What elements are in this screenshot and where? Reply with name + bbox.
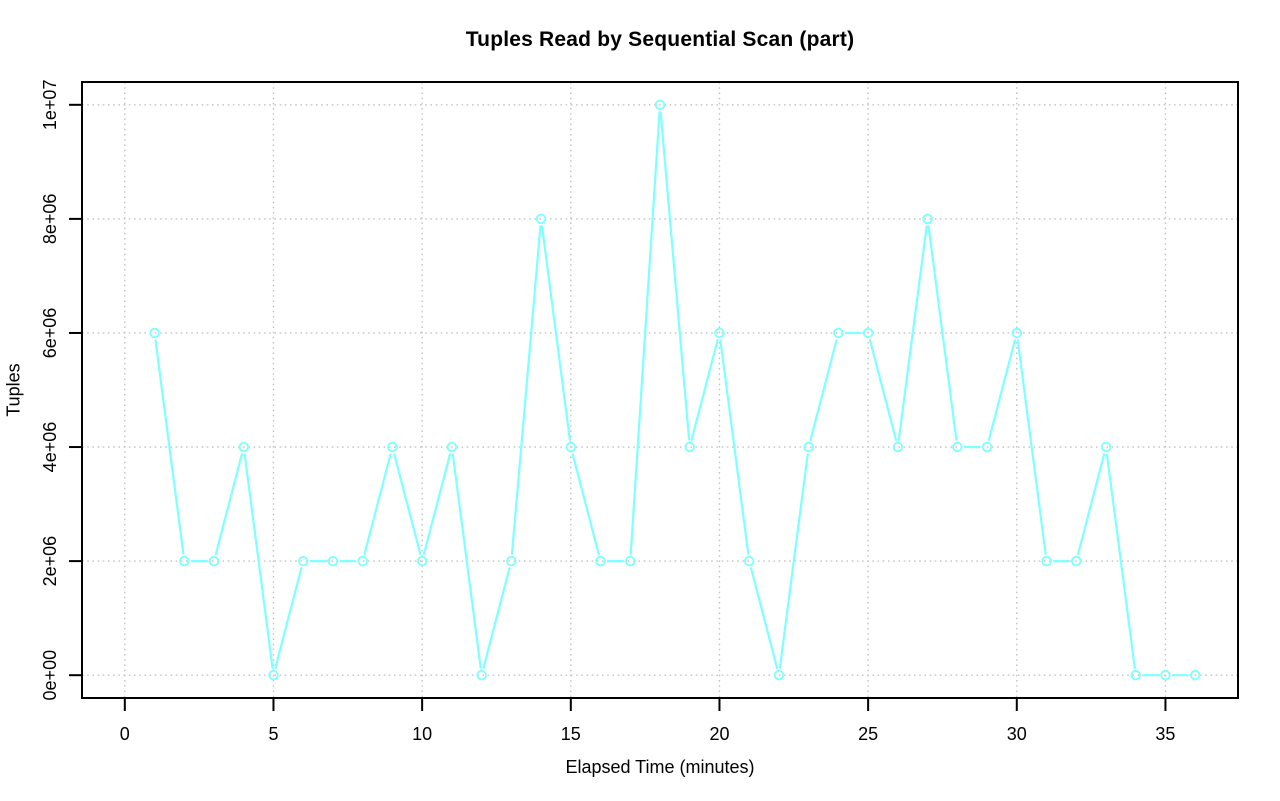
- data-point: [1041, 555, 1052, 567]
- series-segment: [987, 339, 1016, 441]
- chart-title: Tuples Read by Sequential Scan (part): [465, 28, 855, 51]
- data-point: [654, 99, 666, 111]
- series-segment: [540, 225, 571, 441]
- x-tick-label: 10: [412, 724, 432, 744]
- x-tick-label: 20: [709, 724, 729, 744]
- data-point: [595, 555, 606, 567]
- data-point: [1189, 669, 1201, 681]
- x-tick-label: 0: [120, 724, 130, 744]
- series-segment: [659, 111, 691, 441]
- series-segment: [1077, 453, 1106, 555]
- data-point: [297, 555, 309, 567]
- x-tick-label: 30: [1007, 724, 1027, 744]
- data-point: [327, 555, 339, 567]
- series-segment: [868, 339, 898, 441]
- x-axis-title: Elapsed Time (minutes): [565, 757, 755, 777]
- data-point: [684, 441, 695, 453]
- series-segment: [422, 453, 452, 555]
- data-point: [149, 327, 160, 339]
- data-point: [208, 555, 220, 567]
- y-tick-label: 2e+06: [40, 536, 60, 587]
- y-tick-label: 8e+06: [40, 194, 60, 245]
- data-point: [476, 669, 487, 681]
- series-segment: [897, 225, 928, 441]
- series-segment: [243, 453, 274, 669]
- series-segment: [927, 225, 958, 441]
- y-tick-label: 0e+00: [40, 650, 60, 701]
- data-point: [1130, 669, 1141, 681]
- data-point: [565, 441, 577, 453]
- data-point: [357, 555, 368, 567]
- series-segment: [778, 453, 809, 669]
- series-segment: [154, 339, 185, 555]
- x-tick-label: 5: [268, 724, 278, 744]
- x-tick-label: 15: [561, 724, 581, 744]
- data-point: [773, 669, 785, 681]
- data-point: [506, 555, 517, 567]
- data-point: [803, 441, 814, 453]
- y-axis-title: Tuples: [3, 363, 24, 417]
- data-point: [416, 555, 428, 567]
- series-segment: [1016, 339, 1047, 555]
- series-segment: [451, 453, 482, 669]
- x-tick-label: 25: [858, 724, 878, 744]
- data-point: [1071, 555, 1082, 567]
- series-segment: [690, 339, 719, 441]
- series-segment: [274, 567, 303, 670]
- series-segment: [510, 225, 542, 555]
- data-point: [714, 327, 725, 339]
- data-point: [387, 441, 398, 453]
- data-point: [892, 441, 904, 453]
- series-segment: [571, 453, 600, 555]
- series-segment: [1105, 453, 1136, 669]
- data-point: [535, 213, 547, 225]
- y-tick-label: 4e+06: [40, 422, 60, 473]
- data-point: [743, 555, 755, 567]
- series-segment: [629, 111, 661, 555]
- data-point: [981, 441, 993, 453]
- x-tick-label: 35: [1155, 724, 1175, 744]
- plot-border: [81, 81, 1239, 699]
- data-point: [179, 555, 190, 567]
- data-point: [268, 669, 279, 681]
- data-point: [446, 441, 458, 453]
- data-point: [952, 441, 963, 453]
- series-segment: [809, 339, 838, 441]
- series-segment: [482, 567, 511, 670]
- series-segment: [719, 339, 750, 555]
- data-point: [1100, 441, 1112, 453]
- series-segment: [749, 567, 779, 670]
- data-point: [1011, 327, 1023, 339]
- y-tick-label: 1e+07: [40, 80, 60, 131]
- data-point: [238, 441, 249, 453]
- series-segment: [393, 453, 422, 555]
- y-tick-label: 6e+06: [40, 308, 60, 359]
- data-point: [862, 327, 874, 339]
- data-point: [833, 327, 844, 339]
- data-point: [1160, 669, 1171, 681]
- series-segment: [363, 453, 392, 555]
- data-point: [625, 555, 636, 567]
- series-segment: [214, 453, 243, 555]
- data-point: [922, 213, 933, 225]
